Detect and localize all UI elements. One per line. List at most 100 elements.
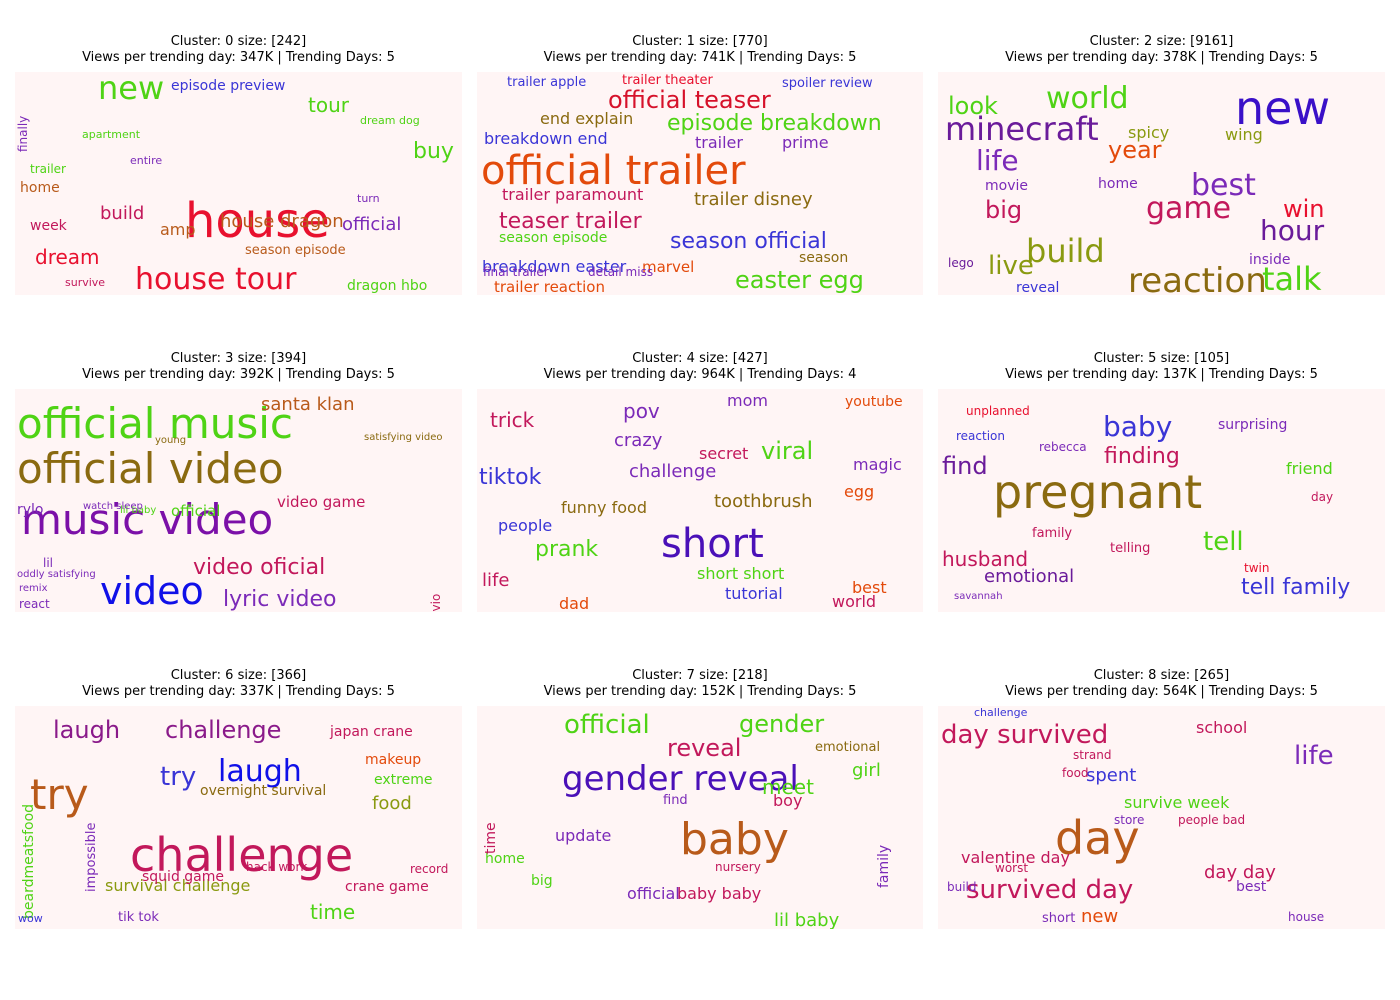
wordcloud-word: food <box>372 793 412 814</box>
wordcloud-word: day day <box>1204 862 1276 883</box>
wordcloud-panel: house house tour new buy tour house dragon off… <box>15 72 462 295</box>
wordcloud-word: young <box>155 435 186 446</box>
cluster-title: Cluster: 8 size: [265] Views per trending… <box>908 668 1400 700</box>
wordcloud-word: teaser trailer <box>499 209 643 234</box>
wordcloud-word: season official <box>670 229 827 254</box>
wordcloud-word: reveal <box>667 734 741 762</box>
wordcloud-word: video game <box>277 493 365 511</box>
wordcloud-word: short <box>661 521 764 567</box>
wordcloud-word: boy <box>773 791 802 810</box>
wordcloud-word: flvio <box>429 594 443 612</box>
wordcloud-word: overnight survival <box>200 783 326 799</box>
wordcloud-word: strand <box>1073 748 1111 762</box>
wordcloud-word: japan crane <box>329 724 413 740</box>
wordcloud-word: impossible <box>84 822 99 892</box>
wordcloud-word: mom <box>727 391 768 410</box>
wordcloud-word: official <box>342 214 401 235</box>
wordcloud-word: life <box>1294 741 1334 771</box>
wordcloud-word: food <box>1062 766 1089 780</box>
wordcloud-word: day <box>1311 490 1333 504</box>
wordcloud-word: crazy <box>614 430 663 451</box>
wordcloud-word: twin <box>1244 561 1269 575</box>
wordcloud-word: official <box>564 710 650 740</box>
wordcloud-word: official teaser <box>608 86 771 114</box>
wordcloud-word: lil baby <box>774 910 840 929</box>
cluster-title-line2: Views per trending day: 378K | Trending … <box>1005 50 1318 65</box>
wordcloud-word: easter egg <box>735 266 864 294</box>
wordcloud-word: meet <box>762 775 814 799</box>
cluster-title-line1: Cluster: 2 size: [9161] <box>1089 34 1234 49</box>
wordcloud-word: girl <box>852 760 881 781</box>
wordcloud-word: trailer disney <box>694 189 813 210</box>
wordcloud-word: wow <box>18 912 43 925</box>
wordcloud-word: home <box>1098 176 1138 192</box>
wordcloud-word: music video <box>21 495 273 544</box>
wordcloud-word: valentine day <box>961 848 1070 867</box>
wordcloud-word: build <box>100 203 144 224</box>
wordcloud-word: official music <box>17 399 293 448</box>
wordcloud-word: pov <box>623 399 660 423</box>
wordcloud-word: amp <box>160 220 196 239</box>
wordcloud-word: baby baby <box>677 884 761 903</box>
wordcloud-word: win <box>1283 195 1325 223</box>
cluster-title-line1: Cluster: 6 size: [366] <box>170 668 307 683</box>
cluster-title: Cluster: 5 size: [105] Views per trending… <box>908 351 1400 383</box>
cluster-title-line2: Views per trending day: 741K | Trending … <box>543 50 857 65</box>
wordcloud-word: laugh <box>218 754 302 789</box>
wordcloud-word: crane game <box>345 879 429 895</box>
wordcloud-word: baby <box>1103 410 1172 443</box>
wordcloud-word: spent <box>1086 765 1136 786</box>
wordcloud-word: time <box>310 900 355 924</box>
wordcloud-panel: pregnant baby find finding tell tell family hu… <box>938 389 1385 612</box>
cluster-title: Cluster: 6 size: [366] Views per trending… <box>0 668 492 700</box>
wordcloud-word: world <box>832 592 876 611</box>
wordcloud-word: house tour <box>135 262 297 295</box>
wordcloud-word: dream <box>35 245 100 269</box>
cluster-title-line1: Cluster: 5 size: [105] <box>1093 351 1230 366</box>
wordcloud-word: pregnant <box>993 465 1202 519</box>
wordcloud-word: tell family <box>1241 575 1350 600</box>
cluster-title: Cluster: 1 size: [770] Views per trending… <box>447 34 953 66</box>
wordcloud-word: trailer reaction <box>494 278 605 295</box>
wordcloud-word: big <box>985 196 1022 224</box>
wordcloud-panel: challenge try laugh laugh challenge try surviv… <box>15 706 462 929</box>
wordcloud-word: tell <box>1203 527 1244 557</box>
wordcloud-word: minecraft <box>945 110 1099 148</box>
cluster-title-line1: Cluster: 3 size: [394] <box>170 351 307 366</box>
wordcloud-word: lil <box>43 556 53 570</box>
wordcloud-word: house dragon <box>220 211 344 232</box>
cluster-title-line2: Views per trending day: 564K | Trending … <box>1005 684 1318 699</box>
wordcloud-word: rebecca <box>1039 440 1087 454</box>
cluster-title-line2: Views per trending day: 152K | Trending … <box>543 684 857 699</box>
cluster-title-line1: Cluster: 7 size: [218] <box>632 668 768 683</box>
wordcloud-word: spoiler review <box>782 76 873 91</box>
wordcloud-word: short <box>1042 911 1075 926</box>
wordcloud-word: tutorial <box>725 584 783 603</box>
wordcloud-word: dream dog <box>360 114 420 127</box>
wordcloud-word: youtube <box>845 394 903 410</box>
wordcloud-word: day <box>1055 811 1140 865</box>
cluster-title-line1: Cluster: 0 size: [242] <box>170 34 307 49</box>
wordcloud-word: people <box>498 516 552 535</box>
wordcloud-word: extreme <box>374 772 432 788</box>
wordcloud-word: day survived <box>941 720 1108 750</box>
wordcloud-word: record <box>410 862 448 876</box>
wordcloud-panel: new reaction minecraft world build talk best ga… <box>938 72 1385 295</box>
wordcloud-word: trailer apple <box>507 75 586 90</box>
wordcloud-word: marvel <box>642 258 694 276</box>
wordcloud-svg: challenge try laugh laugh challenge try surviv… <box>18 716 448 925</box>
wordcloud-word: build <box>947 880 977 894</box>
cluster-title-line2: Views per trending day: 964K | Trending … <box>543 367 857 382</box>
wordcloud-word: season <box>799 250 848 266</box>
wordcloud-word: surprising <box>1218 417 1287 433</box>
wordcloud-word: tiktok <box>479 465 542 490</box>
wordcloud-word: lego <box>948 256 974 270</box>
wordcloud-word: gender <box>739 710 824 738</box>
wordcloud-word: trailer <box>695 133 743 152</box>
wordcloud-panel: gender reveal baby official gender reveal mee… <box>477 706 923 929</box>
wordcloud-word: react <box>19 597 50 611</box>
cluster-title-line2: Views per trending day: 337K | Trending … <box>82 684 395 699</box>
wordcloud-word: challenge <box>629 461 716 482</box>
